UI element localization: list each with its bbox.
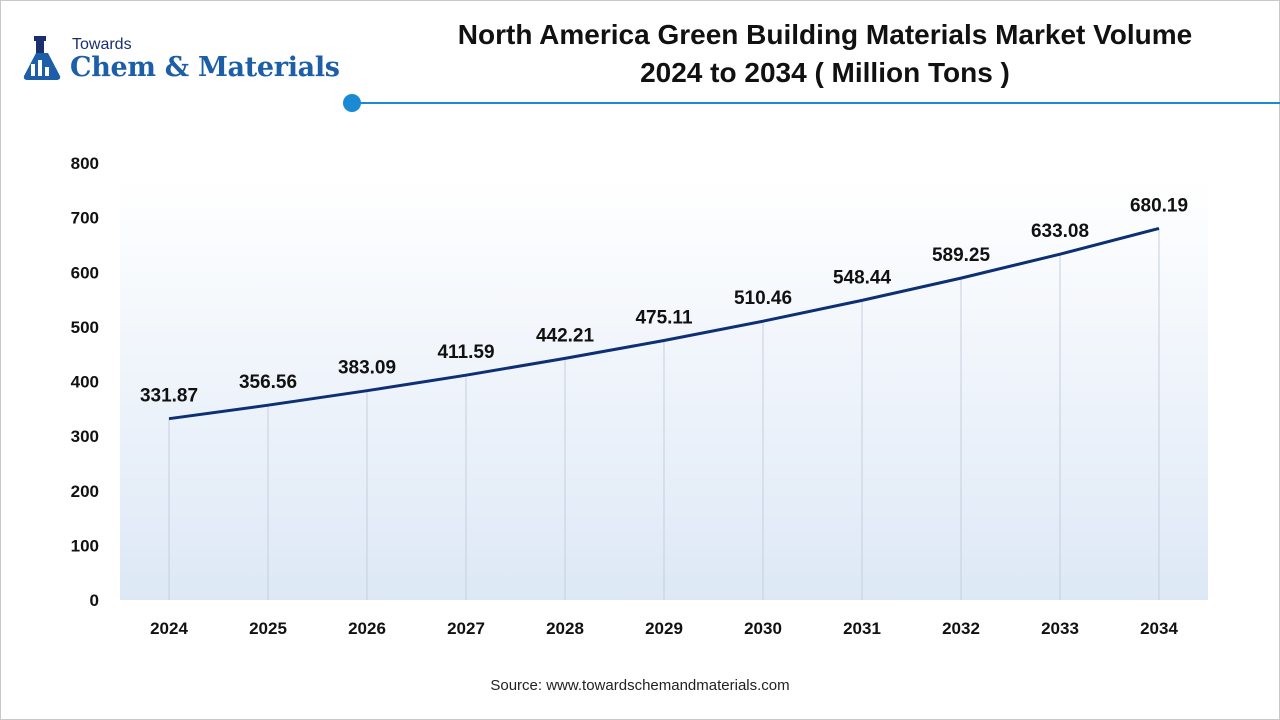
divider-dot <box>343 94 361 112</box>
x-tick-label: 2031 <box>843 619 881 638</box>
y-tick-label: 600 <box>71 263 99 282</box>
data-label: 411.59 <box>437 342 494 363</box>
data-label: 680.19 <box>1130 195 1188 216</box>
x-tick-label: 2029 <box>645 619 683 638</box>
brand-logo: Towards Chem & Materials <box>20 30 340 90</box>
y-tick-label: 400 <box>71 373 99 392</box>
y-tick-label: 0 <box>90 591 99 610</box>
title-line-1: North America Green Building Materials M… <box>457 19 1193 50</box>
x-tick-label: 2030 <box>744 619 782 638</box>
title-line-2: 2024 to 2034 ( Million Tons ) <box>640 57 1010 88</box>
data-label: 510.46 <box>734 288 792 309</box>
x-tick-label: 2032 <box>942 619 980 638</box>
chart-title: North America Green Building Materials M… <box>390 16 1260 92</box>
x-tick-label: 2033 <box>1041 619 1079 638</box>
y-tick-label: 500 <box>71 318 99 337</box>
data-label: 331.87 <box>140 386 198 407</box>
y-tick-label: 300 <box>71 427 99 446</box>
logo-text-small: Towards <box>72 36 132 53</box>
x-tick-label: 2028 <box>546 619 584 638</box>
x-tick-label: 2024 <box>150 619 188 638</box>
data-label: 383.09 <box>338 358 396 379</box>
x-tick-label: 2027 <box>447 619 485 638</box>
series-line <box>168 226 1160 421</box>
x-tick-label: 2026 <box>348 619 386 638</box>
data-label: 442.21 <box>536 325 595 346</box>
x-tick-label: 2025 <box>249 619 287 638</box>
data-label: 633.08 <box>1031 221 1089 242</box>
data-label: 589.25 <box>932 245 991 266</box>
data-label: 356.56 <box>239 372 297 393</box>
flask-icon <box>23 36 61 80</box>
logo-text-big: Chem & Materials <box>70 52 340 83</box>
y-tick-label: 700 <box>71 209 99 228</box>
y-tick-label: 800 <box>71 154 99 173</box>
x-tick-label: 2034 <box>1140 619 1178 638</box>
y-tick-label: 200 <box>71 482 99 501</box>
data-label: 475.11 <box>635 307 692 328</box>
title-divider <box>354 102 1280 104</box>
data-label: 548.44 <box>833 267 892 288</box>
source-note: Source: www.towardschemandmaterials.com <box>490 677 790 694</box>
y-tick-label: 100 <box>71 536 99 555</box>
